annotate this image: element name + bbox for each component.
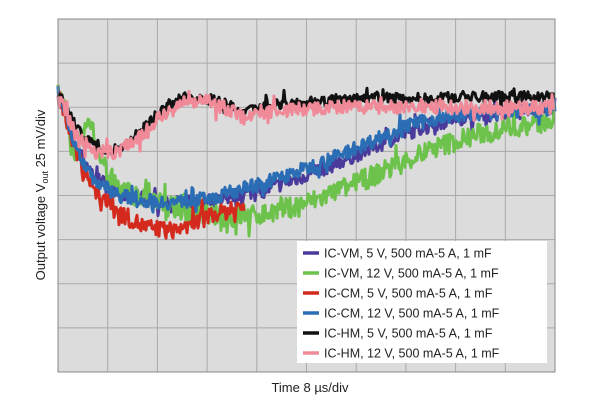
legend-label-1: IC-VM, 5 V, 500 mA-5 A, 1 mF xyxy=(324,247,492,261)
y-axis-label: Output voltage Vout 25 mV/div xyxy=(33,109,50,280)
legend-label-3: IC-CM, 5 V, 500 mA-5 A, 1 mF xyxy=(324,287,493,301)
legend: IC-VM, 5 V, 500 mA-5 A, 1 mF IC-VM, 12 V,… xyxy=(297,241,547,363)
legend-label-2: IC-VM, 12 V, 500 mA-5 A, 1 mF xyxy=(324,267,499,281)
series-line-6 xyxy=(56,89,556,161)
series-layer xyxy=(56,84,557,240)
y-axis-label-main: Output voltage V xyxy=(33,183,48,280)
legend-label-4: IC-CM, 12 V, 500 mA-5 A, 1 mF xyxy=(324,307,500,321)
y-axis-label-scale: 25 mV/div xyxy=(33,109,48,171)
legend-label-6: IC-HM, 12 V, 500 mA-5 A, 1 mF xyxy=(324,347,500,361)
y-axis-label-subscript: out xyxy=(40,171,50,184)
legend-box xyxy=(297,241,547,363)
x-axis-label: Time 8 µs/div xyxy=(271,380,349,395)
series-line-3 xyxy=(56,90,246,240)
plot-frame xyxy=(57,18,556,373)
legend-label-5: IC-HM, 5 V, 500 mA-5 A, 1 mF xyxy=(324,327,493,341)
